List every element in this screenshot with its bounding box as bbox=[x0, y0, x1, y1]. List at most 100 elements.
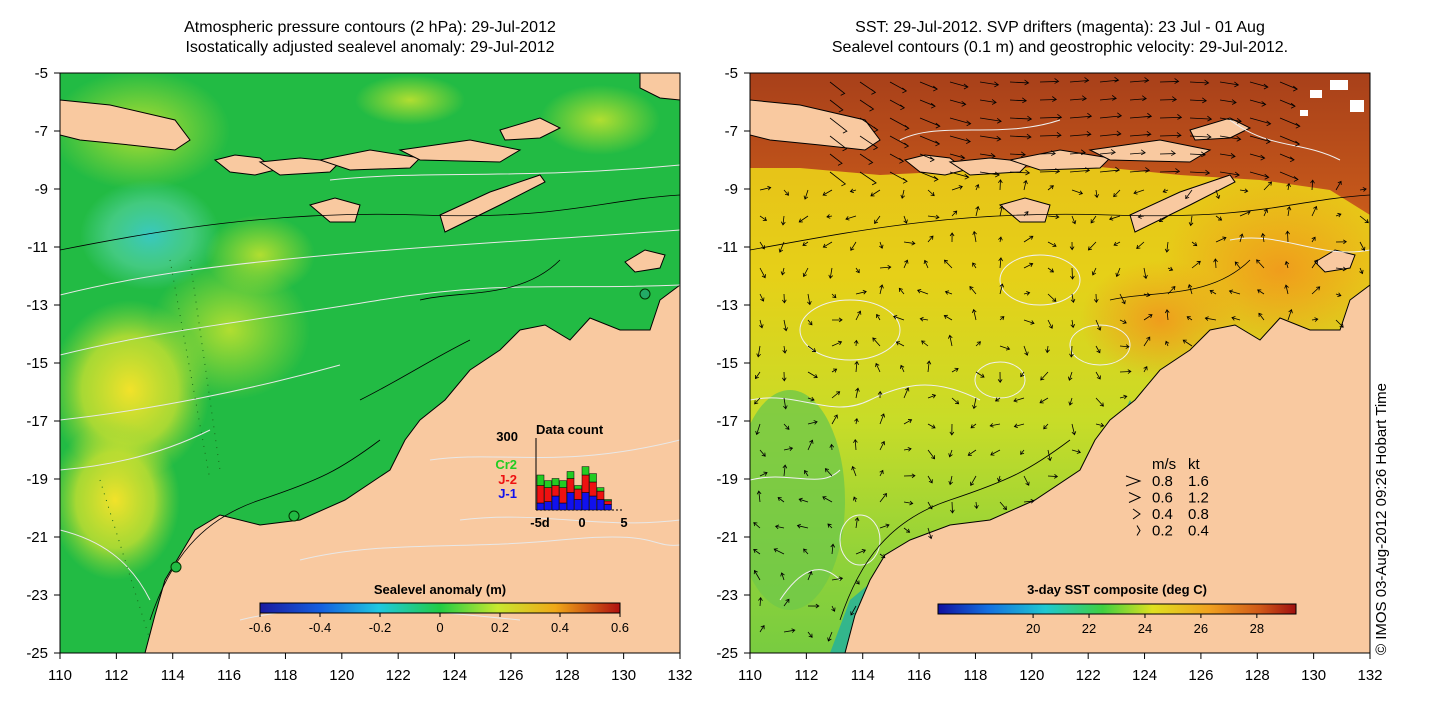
velocity-arrow bbox=[822, 189, 833, 196]
credit-text: © IMOS 03-Aug-2012 09:26 Hobart Time bbox=[1373, 382, 1390, 655]
velocity-arrow bbox=[974, 501, 979, 510]
velocity-arrow bbox=[1189, 133, 1212, 140]
inset-bar-segment bbox=[574, 485, 582, 490]
velocity-arrow bbox=[1279, 81, 1298, 92]
velocity-arrow bbox=[900, 364, 905, 373]
velocity-arrow bbox=[859, 81, 877, 95]
inset-bar-segment bbox=[536, 474, 545, 486]
velocity-arrow bbox=[999, 205, 1004, 217]
sst-warm-banda-sea bbox=[750, 73, 1370, 215]
velocity-arrow bbox=[1069, 130, 1092, 137]
inset-bar-segment bbox=[559, 480, 567, 488]
velocity-arrow bbox=[830, 543, 836, 555]
velocity-arrow bbox=[889, 117, 910, 131]
velocity-arrow bbox=[949, 117, 972, 127]
velocity-arrow bbox=[967, 449, 977, 456]
velocity-arrow bbox=[827, 523, 833, 529]
velocity-arrow bbox=[879, 469, 884, 477]
velocity-arrow bbox=[879, 413, 885, 425]
velocity-arrow bbox=[1071, 423, 1077, 436]
velocity-arrow bbox=[1047, 267, 1055, 273]
velocity-arrow bbox=[1047, 241, 1057, 248]
lon-tick-label: 110 bbox=[738, 667, 762, 684]
velocity-arrow bbox=[877, 390, 883, 399]
sst-colorbar-label: 3-day SST composite (deg C) bbox=[1027, 582, 1207, 597]
velocity-arrow bbox=[975, 183, 980, 191]
velocity-arrow bbox=[1129, 95, 1147, 102]
lon-tick-label: 128 bbox=[555, 667, 580, 684]
tide-gauge-marker bbox=[639, 288, 651, 300]
velocity-arrow bbox=[829, 81, 846, 96]
velocity-arrow bbox=[759, 471, 768, 477]
velocity-arrow bbox=[1249, 135, 1271, 145]
velocity-arrow bbox=[972, 262, 977, 269]
velocity-arrow bbox=[874, 215, 881, 224]
velocity-arrow bbox=[1039, 96, 1058, 102]
velocity-arrow bbox=[1263, 208, 1269, 217]
velocity-arrow bbox=[1263, 181, 1273, 191]
data-count-inset: Data count 300 -5d 0 5 Cr2 J-2 J-1 bbox=[495, 422, 627, 530]
velocity-arrow bbox=[1095, 345, 1101, 354]
velocity-arrow bbox=[1045, 345, 1050, 354]
tide-gauge-marker bbox=[288, 510, 300, 522]
velocity-arrow bbox=[971, 308, 977, 321]
velocity-arrow bbox=[1023, 262, 1034, 269]
velocity-arrow bbox=[807, 293, 812, 306]
velocity-arrow bbox=[783, 423, 790, 430]
velocity-arrow bbox=[879, 440, 886, 451]
map-axes: 110 112 114 116 118 120 122 124 126 128 130 132 -5 -7… bbox=[26, 65, 1382, 684]
velocity-arrow bbox=[831, 576, 844, 582]
inset-xlabel-end: 5 bbox=[620, 515, 627, 530]
velocity-arrow bbox=[1249, 171, 1270, 180]
velocity-arrow bbox=[1099, 112, 1123, 119]
lat-tick-label: -13 bbox=[716, 297, 738, 314]
velocity-arrow bbox=[1067, 371, 1073, 381]
velocity-arrow bbox=[1239, 233, 1244, 243]
legend-kt-value: 0.8 bbox=[1188, 506, 1209, 523]
colorbar-tick-label: 0.2 bbox=[491, 620, 509, 635]
lon-tick-label: 130 bbox=[1301, 667, 1326, 684]
legend-kt-value: 1.6 bbox=[1188, 473, 1209, 490]
velocity-arrow bbox=[759, 293, 765, 302]
velocity-arrow bbox=[972, 230, 977, 243]
sla-anomaly-blob bbox=[150, 260, 310, 400]
velocity-arrow bbox=[1335, 292, 1342, 297]
velocity-arrow bbox=[1023, 319, 1035, 325]
velocity-arrow bbox=[903, 500, 914, 506]
velocity-arrow bbox=[777, 497, 785, 503]
lat-tick-label: -21 bbox=[716, 529, 738, 546]
velocity-arrow bbox=[879, 523, 890, 529]
inset-bar-segment bbox=[604, 499, 612, 502]
lon-tick-label: 114 bbox=[161, 667, 185, 684]
velocity-arrow bbox=[859, 171, 877, 186]
lat-tick-label: -9 bbox=[35, 181, 48, 198]
inset-xlabel-start: -5d bbox=[530, 515, 550, 530]
velocity-arrow bbox=[807, 396, 815, 402]
tide-gauge-marker bbox=[170, 561, 182, 573]
velocity-arrow bbox=[1013, 423, 1025, 429]
velocity-arrow bbox=[1069, 77, 1090, 83]
inset-bar-segment bbox=[596, 490, 605, 500]
legend-header-kt: kt bbox=[1188, 456, 1201, 473]
velocity-arrow bbox=[1099, 166, 1121, 173]
velocity-arrow bbox=[1335, 180, 1342, 191]
velocity-arrow bbox=[975, 371, 985, 378]
velocity-arrow bbox=[1113, 189, 1121, 198]
velocity-arrow bbox=[1069, 167, 1091, 173]
velocity-arrow bbox=[803, 548, 809, 555]
velocity-arrow bbox=[758, 596, 763, 607]
velocity-arrow bbox=[831, 317, 843, 323]
velocity-arrow bbox=[876, 313, 881, 321]
velocity-arrow bbox=[807, 570, 813, 581]
velocity-arrow bbox=[949, 135, 971, 144]
velocity-arrow bbox=[990, 449, 1001, 456]
velocity-arrow bbox=[1009, 97, 1028, 104]
lat-tick-label: -7 bbox=[35, 123, 48, 140]
velocity-arrow bbox=[970, 423, 977, 429]
velocity-arrow bbox=[1159, 168, 1181, 174]
velocity-arrow bbox=[979, 171, 1000, 178]
velocity-arrow bbox=[1159, 78, 1180, 84]
velocity-arrow bbox=[1069, 149, 1086, 156]
velocity-arrow bbox=[1043, 423, 1049, 430]
velocity-arrow bbox=[919, 99, 936, 109]
